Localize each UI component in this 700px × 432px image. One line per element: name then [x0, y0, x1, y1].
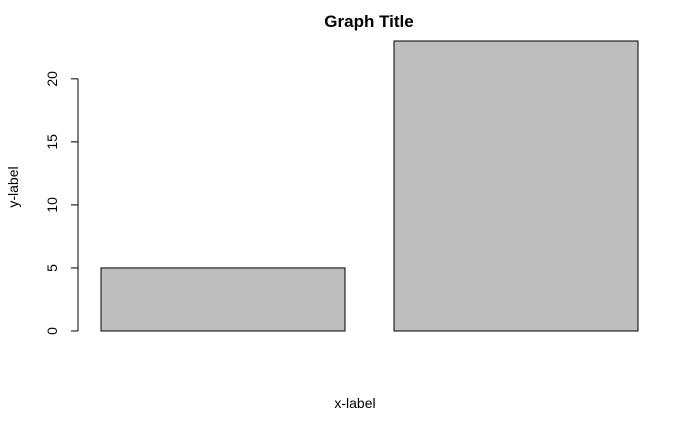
y-axis-label: y-label [5, 166, 21, 207]
y-axis: 0 5 10 15 20 [44, 71, 79, 335]
y-tick-label: 15 [44, 134, 60, 150]
bar [393, 40, 639, 332]
y-tick-label: 0 [44, 327, 60, 335]
y-tick-label: 10 [44, 197, 60, 213]
x-axis-label: x-label [334, 395, 375, 411]
y-tick-label: 20 [44, 71, 60, 87]
y-tick-label: 5 [44, 264, 60, 272]
bar [100, 267, 346, 332]
chart-title: Graph Title [324, 12, 413, 31]
bars-group [100, 40, 639, 332]
